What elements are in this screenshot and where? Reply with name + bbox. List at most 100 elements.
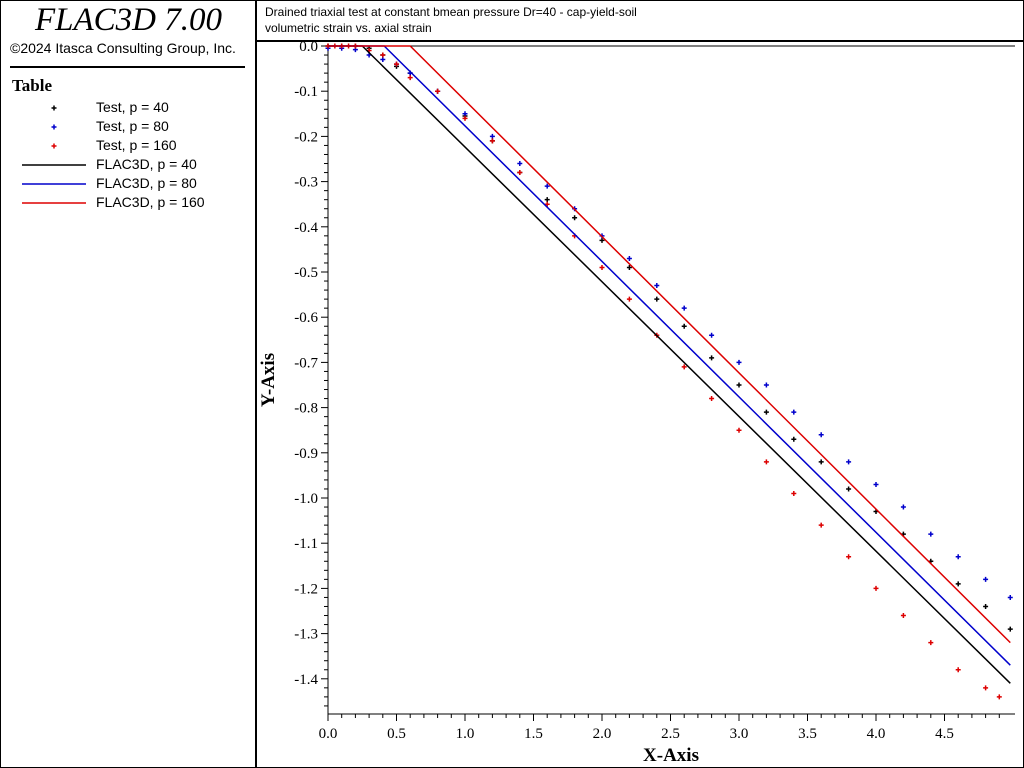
series-line-4 [328, 45, 1011, 684]
legend-label: Test, p = 80 [96, 118, 169, 134]
plot-title: Drained triaxial test at constant bmean … [265, 5, 637, 19]
legend-marker-icon [51, 105, 57, 111]
legend-label: FLAC3D, p = 80 [96, 175, 197, 191]
data-point [983, 603, 989, 609]
data-point [709, 396, 715, 402]
data-point [681, 305, 687, 311]
legend-label: Test, p = 40 [96, 99, 169, 115]
data-point [517, 161, 523, 167]
data-point [544, 201, 550, 207]
legend-label: Test, p = 160 [96, 137, 177, 153]
legend-label: FLAC3D, p = 40 [96, 156, 197, 172]
data-point [846, 459, 852, 465]
plot-subtitle: volumetric strain vs. axial strain [265, 21, 432, 35]
legend-item-flac3d-p80: FLAC3D, p = 80 [0, 175, 250, 193]
data-point [873, 585, 879, 591]
x-tick-label: 1.0 [456, 726, 475, 742]
data-point [380, 57, 386, 63]
data-point [407, 75, 413, 81]
y-tick-label: -0.1 [294, 84, 318, 100]
data-point [791, 490, 797, 496]
legend-line-icon [22, 202, 86, 204]
data-point [955, 667, 961, 673]
data-point [654, 283, 660, 289]
y-tick-label: -0.4 [294, 220, 318, 236]
data-point [626, 255, 632, 261]
data-point [599, 264, 605, 270]
y-tick-label: 0.0 [299, 39, 318, 55]
y-tick-label: -0.5 [294, 265, 318, 281]
copyright-text: ©2024 Itasca Consulting Group, Inc. [10, 40, 236, 56]
data-point [626, 264, 632, 270]
data-point [763, 459, 769, 465]
data-point [846, 554, 852, 560]
data-point [462, 115, 468, 121]
data-point [544, 197, 550, 203]
x-tick-label: 4.5 [935, 726, 954, 742]
data-point [763, 382, 769, 388]
y-tick-label: -1.1 [294, 536, 318, 552]
data-point [996, 694, 1002, 700]
data-point [736, 427, 742, 433]
x-tick-label: 3.5 [798, 726, 817, 742]
y-tick-label: -1.0 [294, 491, 318, 507]
legend-item-test-p40: Test, p = 40 [0, 99, 250, 117]
x-tick-label: 0.5 [387, 726, 406, 742]
data-point [517, 170, 523, 176]
data-point [736, 359, 742, 365]
y-tick-label: -0.8 [294, 401, 318, 417]
data-point [818, 432, 824, 438]
data-point [1007, 626, 1013, 632]
data-point [983, 576, 989, 582]
y-tick-label: -0.3 [294, 175, 318, 191]
data-point [763, 409, 769, 415]
data-point [818, 459, 824, 465]
legend-label: FLAC3D, p = 160 [96, 194, 205, 210]
legend-item-flac3d-p40: FLAC3D, p = 40 [0, 156, 250, 174]
data-point [394, 61, 399, 67]
data-point [900, 613, 906, 619]
data-point [955, 581, 961, 587]
data-point [736, 382, 742, 388]
y-tick-label: -0.6 [294, 310, 318, 326]
legend-item-flac3d-p160: FLAC3D, p = 160 [0, 194, 250, 212]
data-point [572, 215, 578, 221]
y-tick-label: -0.7 [294, 355, 318, 371]
series-line-5 [328, 45, 1011, 666]
data-point [626, 296, 632, 302]
data-point [462, 111, 468, 117]
legend-item-test-p80: Test, p = 80 [0, 118, 250, 136]
data-point [489, 133, 495, 139]
y-tick-label: -1.2 [294, 581, 318, 597]
data-point [654, 296, 660, 302]
legend-title: Table [12, 76, 53, 95]
series-line-6 [328, 45, 1011, 644]
data-point [599, 237, 605, 243]
y-tick-label: -0.9 [294, 446, 318, 462]
data-point [791, 436, 797, 442]
data-point [928, 531, 934, 537]
data-point [928, 640, 934, 646]
legend-item-test-p160: Test, p = 160 [0, 137, 250, 155]
x-tick-label: 4.0 [867, 726, 886, 742]
legend-divider [10, 66, 245, 68]
data-point [818, 522, 824, 528]
data-point [846, 486, 852, 492]
x-tick-label: 1.5 [524, 726, 543, 742]
y-tick-label: -0.2 [294, 129, 318, 145]
data-point [709, 332, 715, 338]
legend-marker-icon [51, 124, 57, 130]
data-point [681, 323, 687, 329]
data-point [709, 355, 715, 361]
y-tick-label: -1.3 [294, 627, 318, 643]
data-point [955, 554, 961, 560]
legend-line-icon [22, 183, 86, 185]
data-point [983, 685, 989, 691]
x-tick-label: 0.0 [319, 726, 338, 742]
legend-line-icon [22, 164, 86, 166]
data-point [435, 88, 441, 94]
x-tick-label: 2.0 [593, 726, 612, 742]
data-point [873, 481, 879, 487]
legend-marker-icon [51, 143, 57, 149]
